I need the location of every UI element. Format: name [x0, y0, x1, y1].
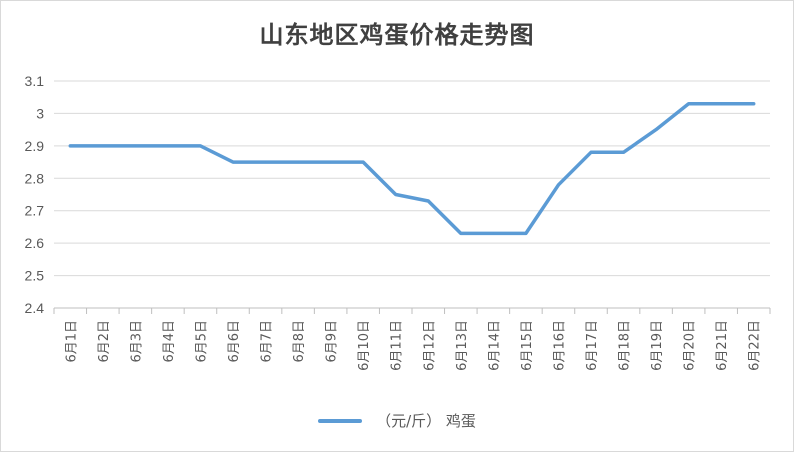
y-tick-label: 2.7 — [25, 203, 45, 219]
y-tick-label: 2.4 — [25, 300, 45, 316]
x-tick-label: 6月19日 — [650, 320, 665, 371]
x-tick-label: 6月17日 — [585, 320, 600, 371]
data-point — [655, 129, 657, 131]
data-point — [623, 151, 625, 153]
x-axis-ticks: 6月1日 6月2日 6月3日 6月4日 6月5日 6月6日 6月7日 6月8日 6月9日 6月10… — [64, 320, 762, 371]
x-tick-label: 6月14日 — [487, 320, 502, 371]
data-point — [720, 103, 722, 105]
data-point — [69, 145, 71, 147]
data-point — [427, 200, 429, 202]
data-point — [167, 145, 169, 147]
y-tick-label: 2.8 — [25, 170, 45, 186]
chart-title: 山东地区鸡蛋价格走势图 — [259, 20, 535, 49]
y-tick-label: 3 — [36, 105, 44, 121]
series-line — [68, 101, 756, 236]
data-point — [330, 161, 332, 163]
y-tick-label: 2.5 — [25, 268, 45, 284]
x-tick-label: 6月16日 — [552, 320, 567, 371]
x-tick-label: 6月21日 — [715, 320, 730, 371]
data-point — [753, 103, 755, 105]
y-tick-label: 3.1 — [25, 73, 45, 89]
x-tick-label: 6月9日 — [325, 320, 340, 363]
data-point — [297, 161, 299, 163]
legend-line-swatch — [318, 418, 363, 423]
data-point — [590, 151, 592, 153]
x-tick-label: 6月22日 — [748, 320, 763, 371]
data-point — [688, 103, 690, 105]
x-tick-label: 6月8日 — [292, 320, 307, 363]
x-tick-label: 6月7日 — [260, 320, 275, 363]
x-tick-label: 6月13日 — [455, 320, 470, 371]
data-point — [232, 161, 234, 163]
x-tick-label: 6月10日 — [357, 320, 372, 371]
legend: （元/斤） 鸡蛋 — [1, 410, 793, 431]
x-axis — [53, 307, 771, 314]
series-lines — [68, 101, 756, 236]
y-tick-label: 2.9 — [25, 138, 45, 154]
data-point — [525, 232, 527, 234]
data-point — [460, 232, 462, 234]
x-tick-label: 6月15日 — [520, 320, 535, 371]
x-tick-label: 6月3日 — [129, 320, 144, 363]
x-tick-label: 6月2日 — [97, 320, 112, 363]
x-tick-label: 6月11日 — [390, 320, 405, 371]
data-point — [362, 161, 364, 163]
legend-label: （元/斤） 鸡蛋 — [376, 412, 476, 430]
data-point — [492, 232, 494, 234]
data-point — [102, 145, 104, 147]
x-tick-label: 6月12日 — [422, 320, 437, 371]
x-tick-label: 6月6日 — [227, 320, 242, 363]
data-point — [199, 145, 201, 147]
y-tick-label: 2.6 — [25, 235, 45, 251]
data-point — [265, 161, 267, 163]
x-tick-label: 6月1日 — [64, 320, 79, 363]
x-tick-label: 6月18日 — [618, 320, 633, 371]
data-point — [557, 184, 559, 186]
y-axis-ticks: 2.4 2.5 2.6 2.7 2.8 2.9 3 3.1 — [25, 73, 45, 316]
gridlines — [54, 80, 770, 277]
x-tick-label: 6月20日 — [683, 320, 698, 371]
x-tick-label: 6月4日 — [162, 320, 177, 363]
data-point — [134, 145, 136, 147]
data-point — [395, 194, 397, 195]
x-tick-label: 6月5日 — [194, 320, 209, 363]
